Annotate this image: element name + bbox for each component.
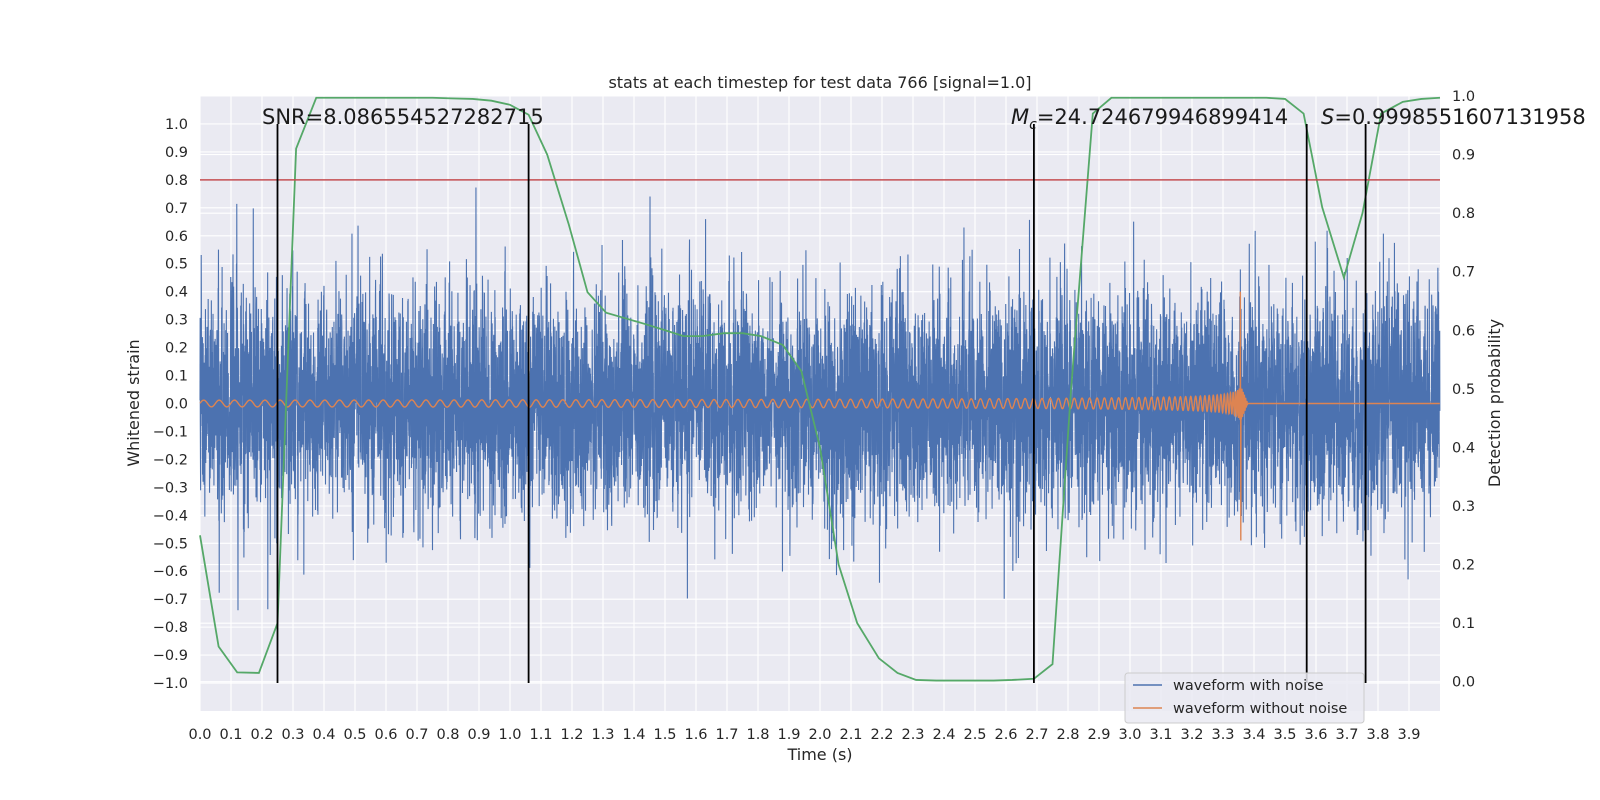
legend: waveform with noise waveform without noi…: [1124, 672, 1365, 724]
x-ticks: 0.0 0.1 0.2 0.3 0.4 0.5 0.6 0.7 0.8 0.9 1.0 1.1 1.2 1…: [188, 727, 1420, 743]
x-tick-label: 3.3: [1211, 727, 1234, 743]
y2-tick-label: 0.1: [1452, 616, 1475, 632]
y-tick-label: 0.6: [165, 229, 188, 245]
x-tick-label: 2.5: [963, 727, 986, 743]
probability-series-line: [199, 96, 1441, 682]
legend-label-without-noise: waveform without noise: [1173, 701, 1347, 717]
y-tick-label: 0.2: [165, 341, 188, 357]
y-tick-label: 0.7: [165, 201, 188, 217]
x-tick-label: 2.9: [1087, 727, 1110, 743]
x-tick-label: 3.1: [1149, 727, 1172, 743]
x-tick-label: 1.5: [653, 727, 676, 743]
y-ticks: −1.0 −0.9 −0.8 −0.7 −0.6 −0.5 −0.4 −0.3 −0.2 −0.1…: [153, 117, 188, 692]
x-tick-label: 3.6: [1304, 727, 1327, 743]
legend-label-with-noise: waveform with noise: [1173, 678, 1324, 694]
chart-title: stats at each timestep for test data 766…: [608, 73, 1031, 92]
y-tick-label: −1.0: [153, 676, 188, 692]
y2-tick-label: 0.8: [1452, 206, 1475, 222]
s-statistic-annotation: S=0.9998551607131958: [1321, 105, 1586, 129]
x-tick-label: 0.7: [405, 727, 428, 743]
x-tick-label: 1.6: [684, 727, 707, 743]
chirp-mass-annotation: Mc=24.724679946899414: [1011, 105, 1288, 133]
x-tick-label: 1.3: [591, 727, 614, 743]
y2-tick-label: 0.9: [1452, 148, 1475, 164]
y-tick-label: −0.5: [153, 536, 188, 552]
x-tick-label: 3.8: [1366, 727, 1389, 743]
x-tick-label: 3.4: [1242, 727, 1265, 743]
vline-layer: [276, 123, 1367, 684]
x-tick-label: 3.0: [1118, 727, 1141, 743]
x-tick-label: 1.9: [777, 727, 800, 743]
s-statistic-symbol: S: [1321, 105, 1334, 129]
x-tick-label: 1.4: [622, 727, 645, 743]
x-tick-label: 1.0: [498, 727, 521, 743]
y2-tick-label: 0.5: [1452, 382, 1475, 398]
y2-tick-label: 0.0: [1452, 675, 1475, 691]
x-tick-label: 0.4: [312, 727, 335, 743]
clean-series-line: [199, 291, 1440, 541]
y-tick-label: −0.3: [153, 480, 188, 496]
x-tick-label: 0.1: [219, 727, 242, 743]
x-tick-label: 3.5: [1273, 727, 1296, 743]
x-tick-label: 3.2: [1180, 727, 1203, 743]
y-tick-label: −0.9: [153, 648, 188, 664]
y-tick-label: −0.6: [153, 564, 188, 580]
y2-tick-label: 0.6: [1452, 323, 1475, 339]
x-tick-label: 0.9: [467, 727, 490, 743]
y-tick-label: 0.8: [165, 173, 188, 189]
y-tick-label: −0.4: [153, 508, 188, 524]
x-tick-label: 1.7: [715, 727, 738, 743]
x-tick-label: 2.4: [932, 727, 955, 743]
x-tick-label: 1.8: [746, 727, 769, 743]
x-tick-label: 2.1: [839, 727, 862, 743]
y-tick-label: 1.0: [165, 117, 188, 133]
y2-tick-label: 0.7: [1452, 265, 1475, 281]
x-tick-label: 0.0: [188, 727, 211, 743]
chirp-mass-symbol: M: [1011, 105, 1029, 129]
x-tick-label: 2.8: [1056, 727, 1079, 743]
y-axis-label: Whitened strain: [124, 339, 143, 466]
y2-tick-label: 1.0: [1452, 89, 1475, 105]
y2-ticks: 0.0 0.1 0.2 0.3 0.4 0.5 0.6 0.7 0.8 0.9 1.0: [1452, 89, 1475, 691]
chirp-mass-subscript: c: [1029, 117, 1037, 133]
y-tick-label: −0.2: [153, 452, 188, 468]
x-tick-label: 2.3: [901, 727, 924, 743]
x-tick-label: 3.9: [1397, 727, 1420, 743]
x-tick-label: 0.3: [281, 727, 304, 743]
x-tick-label: 3.7: [1335, 727, 1358, 743]
y2-axis-label: Detection probability: [1485, 319, 1504, 487]
y-tick-label: −0.8: [153, 620, 188, 636]
x-axis-label: Time (s): [786, 745, 852, 764]
y-tick-label: −0.1: [153, 424, 188, 440]
x-tick-label: 2.2: [870, 727, 893, 743]
y-tick-label: 0.1: [165, 369, 188, 385]
y2-tick-label: 0.3: [1452, 499, 1475, 515]
x-tick-label: 1.2: [560, 727, 583, 743]
x-tick-label: 1.1: [529, 727, 552, 743]
s-statistic-value: =0.9998551607131958: [1334, 105, 1585, 129]
x-tick-label: 0.5: [343, 727, 366, 743]
x-tick-label: 0.2: [250, 727, 273, 743]
y-tick-label: 0.0: [165, 397, 188, 413]
x-tick-label: 0.8: [436, 727, 459, 743]
x-tick-label: 0.6: [374, 727, 397, 743]
snr-annotation: SNR=8.086554527282715: [262, 105, 544, 129]
y-tick-label: −0.7: [153, 592, 188, 608]
x-tick-label: 2.6: [994, 727, 1017, 743]
x-tick-label: 2.0: [808, 727, 831, 743]
y-tick-label: 0.3: [165, 313, 188, 329]
x-tick-label: 2.7: [1025, 727, 1048, 743]
y-tick-label: 0.5: [165, 257, 188, 273]
y-tick-label: 0.9: [165, 145, 188, 161]
clean-layer: [199, 291, 1440, 541]
y2-tick-label: 0.4: [1452, 440, 1475, 456]
chirp-mass-value: =24.724679946899414: [1037, 105, 1288, 129]
y2-tick-label: 0.2: [1452, 558, 1475, 574]
y-tick-label: 0.4: [165, 285, 188, 301]
legend-box: [1124, 672, 1365, 724]
probability-layer: [199, 96, 1441, 682]
